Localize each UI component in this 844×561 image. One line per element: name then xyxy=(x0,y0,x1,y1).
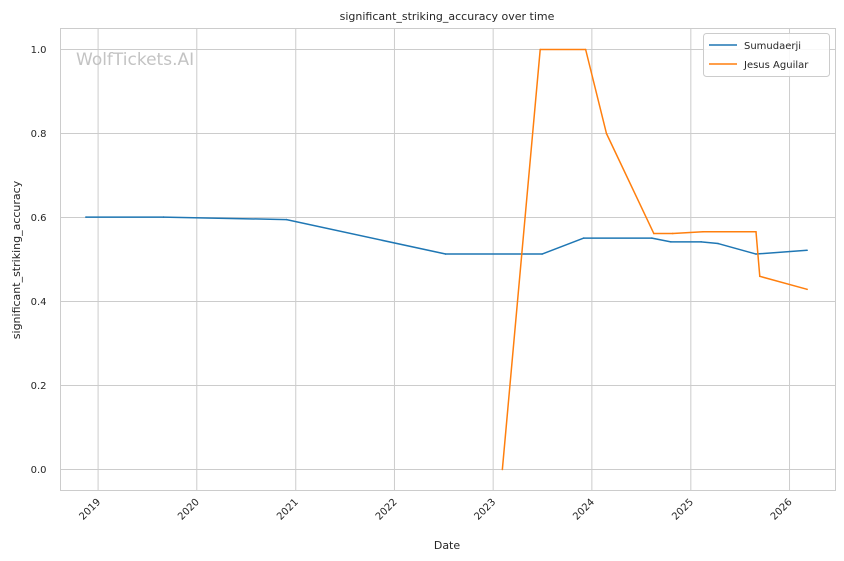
data-point-jesus-aguilar xyxy=(758,275,761,278)
x-tick-label: 2021 xyxy=(275,497,301,523)
series-layer xyxy=(85,48,808,471)
data-point-jesus-aguilar xyxy=(584,48,587,51)
data-point-sumudaerji xyxy=(700,241,702,243)
data-point-jesus-aguilar xyxy=(605,132,608,135)
y-tick-label: 0.8 xyxy=(31,129,47,140)
data-point-jesus-aguilar xyxy=(671,232,674,235)
x-tick-label: 2024 xyxy=(571,497,597,523)
watermark: WolfTickets.AI xyxy=(76,50,194,70)
grid xyxy=(60,28,836,491)
legend-label-jesus-aguilar: Jesus Aguilar xyxy=(743,60,809,71)
y-tick-label: 1.0 xyxy=(31,45,47,56)
y-tick-label: 0.0 xyxy=(31,465,47,476)
y-tick-label: 0.4 xyxy=(31,297,47,308)
x-tick-label: 2025 xyxy=(670,497,696,523)
y-tick-label: 0.2 xyxy=(31,381,47,392)
data-point-sumudaerji xyxy=(541,253,543,255)
x-tick-label: 2020 xyxy=(176,497,202,523)
x-tick-label: 2019 xyxy=(77,497,103,523)
data-point-sumudaerji xyxy=(444,253,447,255)
data-point-jesus-aguilar xyxy=(539,48,542,51)
data-point-jesus-aguilar xyxy=(652,232,655,235)
data-point-sumudaerji xyxy=(651,237,653,239)
legend-label-sumudaerji: Sumudaerji xyxy=(744,41,801,52)
data-point-sumudaerji xyxy=(670,241,672,243)
x-tick-label: 2023 xyxy=(473,497,499,523)
ticks: 2019 2020 2021 2022 2023 2024 2025 2026 0.0 0.2 0.… xyxy=(31,45,795,523)
y-tick-label: 0.6 xyxy=(31,213,47,224)
series-line-sumudaerji xyxy=(85,216,808,255)
series-line-jesus-aguilar xyxy=(501,48,808,470)
data-point-sumudaerji xyxy=(755,253,757,255)
x-tick-label: 2026 xyxy=(769,497,795,523)
data-point-jesus-aguilar xyxy=(501,468,504,471)
data-point-sumudaerji xyxy=(582,237,585,239)
chart-title: significant_striking_accuracy over time xyxy=(340,10,555,23)
data-point-sumudaerji xyxy=(162,216,165,218)
data-point-jesus-aguilar xyxy=(702,230,704,233)
x-axis-title: Date xyxy=(434,539,461,552)
x-tick-label: 2022 xyxy=(374,497,400,523)
legend: Sumudaerji Jesus Aguilar xyxy=(703,33,830,77)
data-point-sumudaerji xyxy=(806,249,808,252)
y-axis-title: significant_striking_accuracy xyxy=(10,180,23,339)
data-point-sumudaerji xyxy=(285,218,288,221)
data-point-sumudaerji xyxy=(717,242,719,245)
plot-area-frame xyxy=(60,28,836,491)
data-point-jesus-aguilar xyxy=(806,288,808,291)
data-point-jesus-aguilar xyxy=(755,230,757,233)
data-point-sumudaerji xyxy=(85,216,87,218)
